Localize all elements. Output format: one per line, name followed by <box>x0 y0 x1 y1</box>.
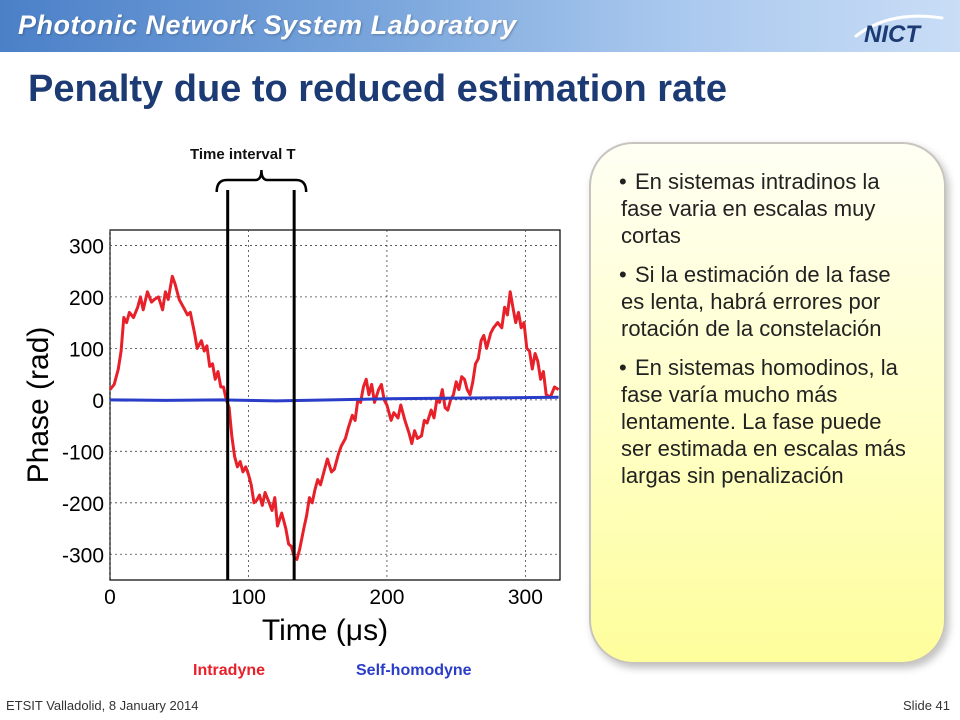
y-tick-label: 200 <box>69 287 104 310</box>
svg-text:NICT: NICT <box>864 21 922 48</box>
bullet-icon: • <box>619 169 627 194</box>
legend-self-homodyne: Self-homodyne <box>356 662 472 679</box>
series-self-homodyne-line <box>109 395 559 403</box>
note-text: En sistemas homodinos, la fase varía muc… <box>621 355 906 488</box>
interval-brace <box>215 169 308 193</box>
y-tick-label: -100 <box>62 441 104 464</box>
y-tick-label: 100 <box>69 338 104 361</box>
lab-name: Photonic Network System Laboratory <box>18 10 517 40</box>
note-item: • Si la estimación de la fase es lenta, h… <box>619 261 914 342</box>
notes-box: • En sistemas intradinos la fase varia en… <box>589 142 946 664</box>
nict-logo: NICT <box>854 14 944 48</box>
x-tick-label: 100 <box>231 586 266 609</box>
note-item: • En sistemas intradinos la fase varia en… <box>619 168 914 249</box>
legend-intradyne: Intradyne <box>193 662 266 679</box>
y-tick-label: -200 <box>62 493 104 516</box>
x-axis-label: Time (μs) <box>262 614 388 647</box>
plot-frame <box>109 229 561 581</box>
y-axis-label: Phase (rad) <box>22 327 55 484</box>
y-tick-label: 0 <box>92 390 104 413</box>
header-banner: Photonic Network System Laboratory NICT <box>0 0 960 52</box>
bullet-icon: • <box>619 355 627 380</box>
note-text: Si la estimación de la fase es lenta, ha… <box>621 262 891 341</box>
series-intradyne-line <box>108 274 560 561</box>
note-item: • En sistemas homodinos, la fase varía mu… <box>619 354 914 489</box>
y-tick-label: 300 <box>69 235 104 258</box>
note-text: En sistemas intradinos la fase varia en … <box>621 169 880 248</box>
bullet-icon: • <box>619 262 627 287</box>
x-tick-label: 200 <box>369 586 404 609</box>
x-tick-label: 0 <box>104 586 116 609</box>
notes-list: • En sistemas intradinos la fase varia en… <box>591 144 944 489</box>
slide-number: Slide 41 <box>903 698 950 713</box>
y-tick-label: -300 <box>62 544 104 567</box>
time-interval-label: Time interval T <box>190 146 296 163</box>
x-tick-label: 300 <box>508 586 543 609</box>
footer-venue: ETSIT Valladolid, 8 January 2014 <box>6 698 199 713</box>
slide-title: Penalty due to reduced estimation rate <box>28 68 727 110</box>
